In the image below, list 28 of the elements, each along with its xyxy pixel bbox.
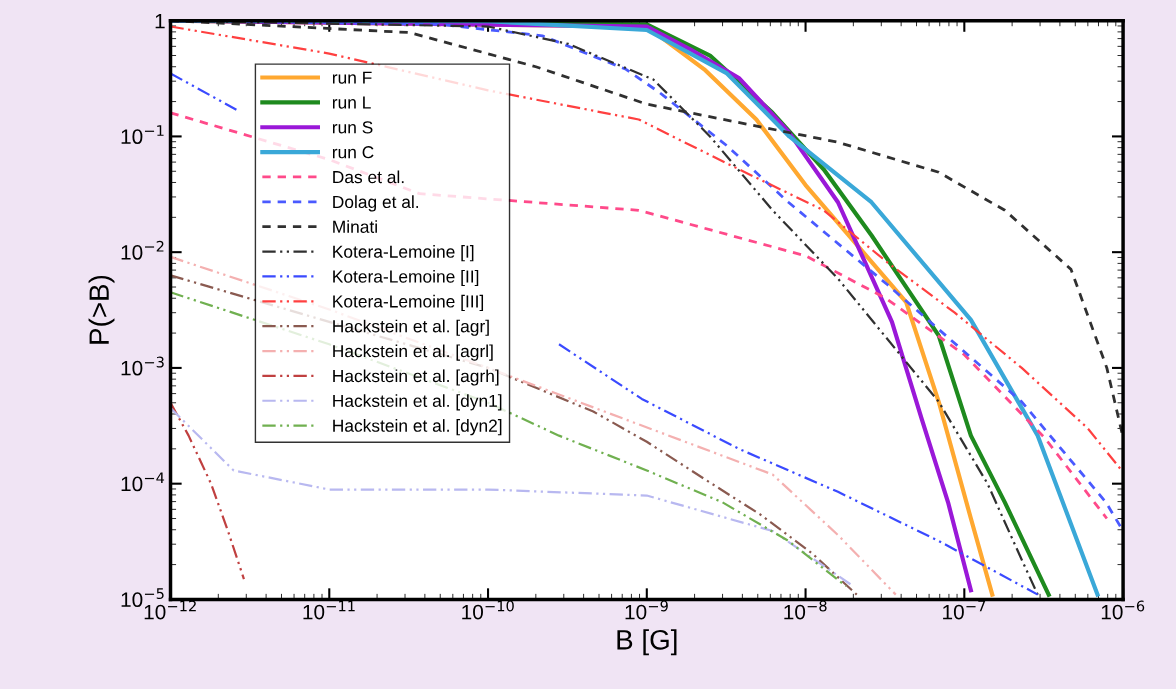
x-tick-label: 10$^{−9}$ xyxy=(625,600,668,620)
x-tick-label: 10$^{−7}$ xyxy=(943,600,986,620)
legend-label: Kotera-Lemoine [I] xyxy=(333,245,474,262)
legend-label: Das et al. xyxy=(333,170,404,184)
x-tick-label: 10$^{−6}$ xyxy=(1101,600,1145,620)
legend-label: Dolag et al. xyxy=(333,195,419,212)
legend-label: Hackstein et al. [agrh] xyxy=(333,369,499,386)
y-tick-label: 10$^{−3}$ xyxy=(121,356,164,376)
legend-label: run S xyxy=(332,121,373,134)
legend-label: Hackstein et al. [agrl] xyxy=(333,344,493,361)
y-axis-title: P(>B) xyxy=(88,275,115,344)
x-tick-label: 10$^{−8}$ xyxy=(784,600,827,620)
legend-label: run C xyxy=(332,146,374,159)
x-axis-title: B [G] xyxy=(617,629,677,656)
x-tick-label: 10$^{−10}$ xyxy=(462,600,514,620)
legend-label: Kotera-Lemoine [II] xyxy=(333,269,479,287)
y-tick-label: 10$^{−4}$ xyxy=(121,472,165,492)
legend-label: Hackstein et al. [dyn2] xyxy=(333,419,502,436)
y-tick-label: 10$^{−2}$ xyxy=(121,240,164,260)
legend-label: Kotera-Lemoine [III] xyxy=(333,294,484,311)
legend-label: run F xyxy=(332,71,372,84)
y-tick-label: 1 xyxy=(155,13,165,29)
legend-label: Minati xyxy=(333,220,377,233)
x-tick-label: 10$^{−11}$ xyxy=(303,600,355,620)
y-tick-label: 10$^{−1}$ xyxy=(121,125,164,145)
legend-label: run L xyxy=(332,96,371,109)
legend-label: Hackstein et al. [dyn1] xyxy=(333,394,502,411)
legend-label: Hackstein et al. [agr] xyxy=(333,319,489,336)
